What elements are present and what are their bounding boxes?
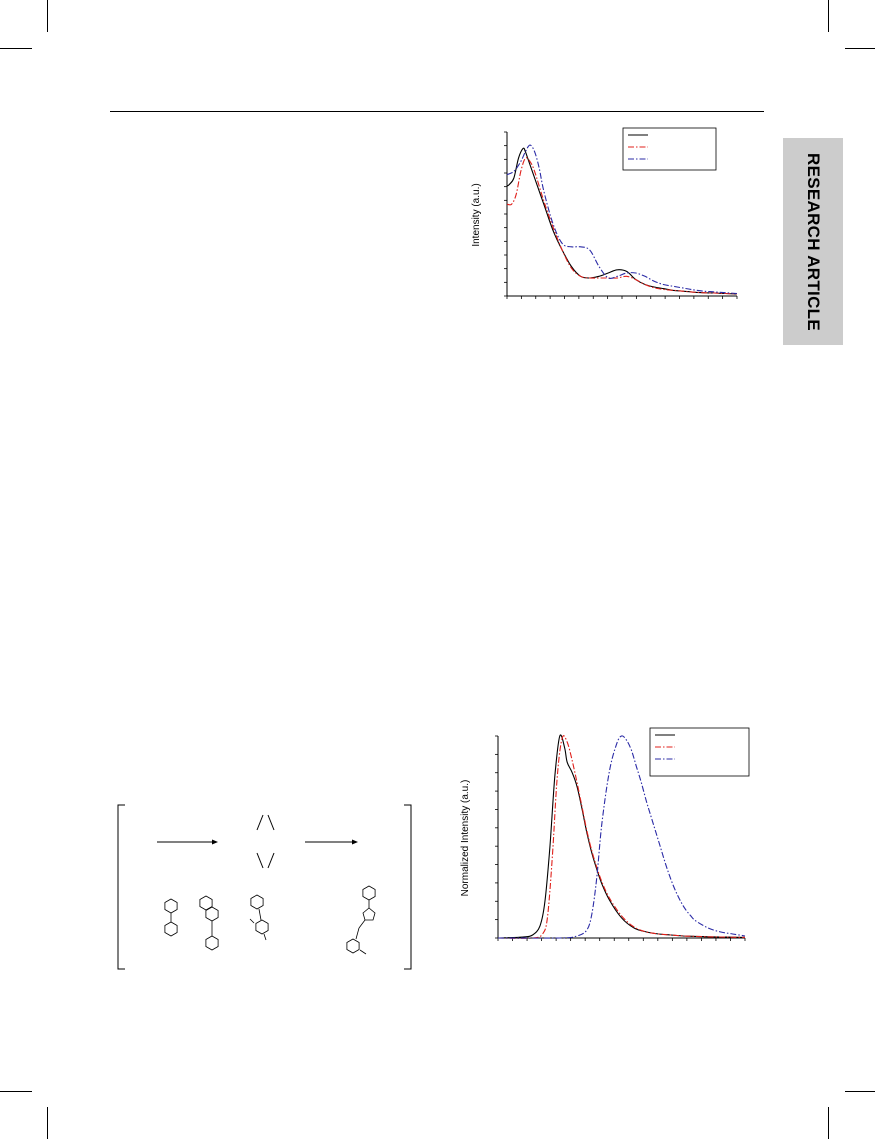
right-bracket: [404, 804, 412, 970]
crop-mark: [0, 1091, 32, 1092]
ring-shape: [164, 898, 178, 914]
series-line-2: [506, 157, 738, 295]
crop-mark: [828, 0, 829, 32]
left-bracket: [117, 804, 125, 970]
y-axis-label: Normalized Intensity (a.u.): [460, 780, 471, 897]
molecule-structures: [164, 885, 376, 955]
bond-line: [355, 927, 360, 940]
crop-mark: [47, 0, 48, 32]
ring-shape: [250, 894, 264, 910]
bond-line: [249, 918, 255, 924]
crop-mark: [845, 48, 875, 49]
crop-mark: [828, 1107, 829, 1139]
y-axis-label: Intensity (a.u.): [471, 183, 482, 246]
bond-line: [263, 933, 267, 941]
ring-shape: [255, 919, 269, 935]
ring-shape: [362, 907, 376, 921]
header-rule: [110, 111, 764, 112]
series-line-1: [506, 147, 738, 295]
spectrum-chart-bottom: Normalized Intensity (a.u.): [460, 727, 750, 941]
spectrum-chart-top: Intensity (a.u.): [471, 127, 738, 299]
ring-shape: [164, 921, 178, 937]
crop-mark: [47, 1107, 48, 1139]
section-tab: RESEARCH ARTICLE: [783, 138, 843, 345]
series-line-2: [497, 735, 746, 939]
ring-shape: [205, 906, 219, 922]
section-tab-label: RESEARCH ARTICLE: [804, 152, 823, 331]
ring-shape: [362, 885, 376, 901]
series-line-3: [497, 735, 746, 939]
bond-line: [258, 908, 262, 921]
ring-shape: [205, 935, 219, 951]
series-line-3: [506, 144, 738, 295]
reaction-scheme: [117, 804, 412, 970]
ring-shape: [346, 938, 360, 954]
reaction-arrow: [157, 839, 218, 845]
legend-box: [649, 727, 750, 777]
bond-line: [358, 919, 366, 929]
crop-mark: [845, 1091, 875, 1092]
crop-mark: [0, 48, 32, 49]
intermediate-mark: [256, 814, 275, 869]
legend-box: [622, 127, 717, 171]
bond-line: [359, 949, 367, 955]
reaction-arrow: [305, 839, 358, 845]
